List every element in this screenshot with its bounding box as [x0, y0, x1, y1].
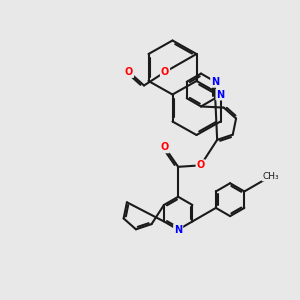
- Text: CH₃: CH₃: [262, 172, 279, 181]
- Text: O: O: [196, 160, 205, 170]
- Text: O: O: [161, 67, 169, 77]
- Text: N: N: [216, 89, 225, 100]
- Text: O: O: [125, 67, 133, 77]
- Text: N: N: [211, 77, 219, 87]
- Text: O: O: [160, 142, 169, 152]
- Text: N: N: [174, 225, 182, 235]
